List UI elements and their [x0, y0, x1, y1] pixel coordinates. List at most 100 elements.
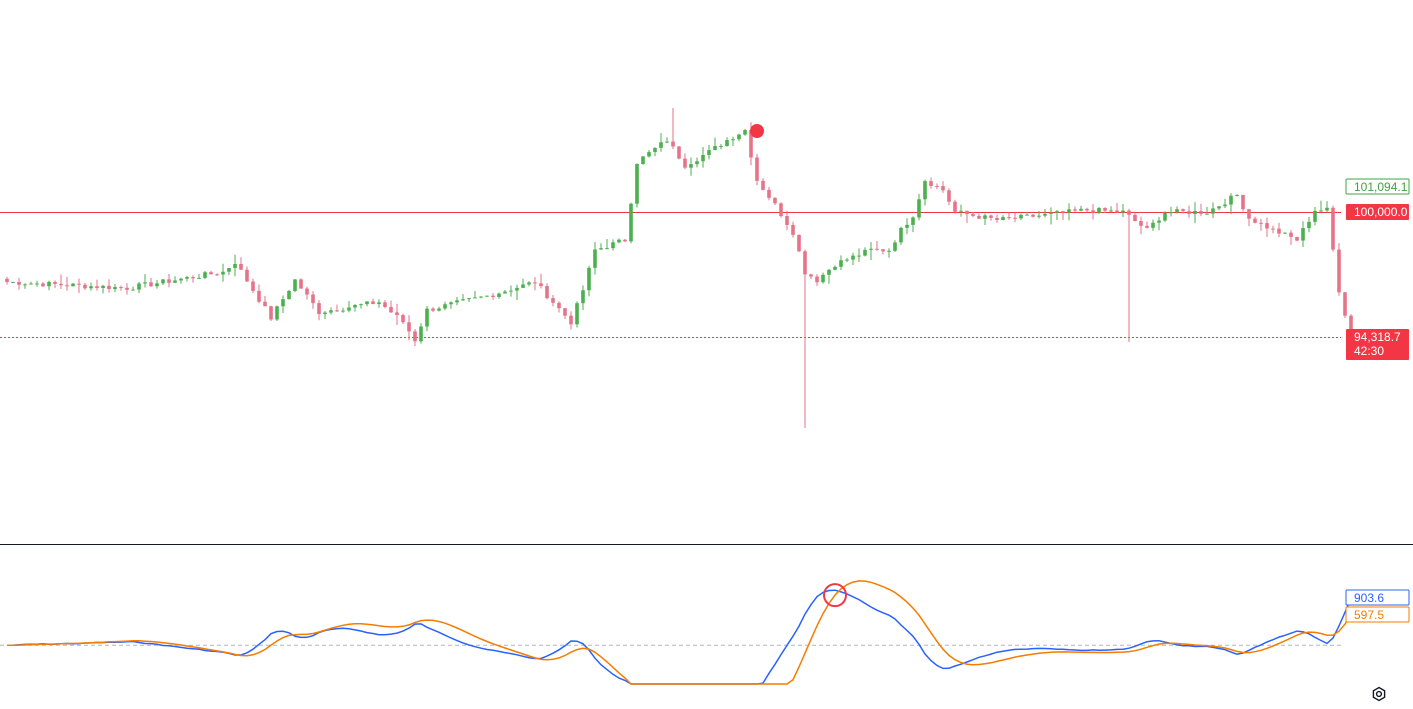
candle	[917, 193, 921, 221]
candle-body	[1289, 232, 1293, 237]
candle-body	[1121, 210, 1125, 213]
candle-body	[1253, 218, 1257, 223]
candle-body	[779, 203, 783, 217]
candle	[107, 279, 111, 293]
candle	[419, 323, 423, 344]
candle-body	[1025, 214, 1029, 216]
candle	[353, 304, 357, 312]
candle	[1157, 216, 1161, 231]
candle	[1061, 210, 1065, 220]
candle-body	[5, 278, 9, 283]
candle	[233, 254, 237, 277]
candle-body	[1013, 217, 1017, 219]
candle	[317, 300, 321, 321]
candle-body	[815, 276, 819, 283]
candle-body	[647, 152, 651, 157]
candle	[653, 147, 657, 157]
candle-body	[455, 300, 459, 303]
candle	[1025, 211, 1029, 216]
candle-body	[659, 142, 663, 148]
candle	[791, 221, 795, 238]
candle	[1271, 225, 1275, 234]
candle-body	[1223, 204, 1227, 207]
candle-body	[641, 156, 645, 164]
candle-body	[1103, 207, 1107, 211]
candle-body	[683, 158, 687, 168]
candle-body	[365, 301, 369, 305]
oscillator-pane[interactable]	[0, 580, 1352, 685]
candle	[263, 295, 267, 307]
candle-body	[125, 287, 129, 290]
candle-body	[137, 283, 141, 290]
candle	[395, 303, 399, 326]
candle-body	[341, 310, 345, 312]
candle-body	[251, 281, 255, 291]
candle	[713, 137, 717, 151]
candle	[1199, 203, 1203, 217]
candle	[887, 248, 891, 258]
candle	[1145, 221, 1149, 229]
candle-body	[503, 291, 507, 294]
candle-body	[1031, 214, 1035, 217]
candle	[1073, 206, 1077, 212]
candle	[857, 248, 861, 262]
candle	[1055, 209, 1059, 220]
candle-body	[773, 197, 777, 204]
candle-body	[161, 279, 165, 284]
candle-body	[77, 283, 81, 285]
candle-body	[1283, 232, 1287, 234]
signal-marker	[750, 124, 764, 138]
candle-body	[1187, 211, 1191, 214]
candle	[95, 279, 99, 291]
candle	[635, 163, 639, 208]
candle	[71, 282, 75, 287]
candle-body	[209, 272, 213, 275]
candle-body	[1163, 212, 1167, 221]
candle	[965, 210, 969, 223]
candle	[1031, 214, 1035, 218]
candle	[179, 277, 183, 284]
candle	[1229, 193, 1233, 215]
candle	[5, 276, 9, 285]
candle-body	[869, 248, 873, 250]
candle-body	[1073, 209, 1077, 211]
candle	[677, 145, 681, 160]
candle-body	[881, 249, 885, 252]
candle-body	[1001, 217, 1005, 221]
candle-body	[257, 290, 261, 302]
candle-body	[467, 298, 471, 300]
candle	[911, 216, 915, 233]
candle-body	[1349, 315, 1353, 338]
candle-body	[269, 306, 273, 320]
candle-body	[281, 299, 285, 307]
candle-body	[395, 312, 399, 316]
high-price-label-text: 101,094.1	[1354, 180, 1408, 194]
candle-body	[701, 155, 705, 162]
candle	[515, 284, 519, 300]
candle	[293, 278, 297, 293]
candle	[227, 267, 231, 276]
candle	[521, 278, 525, 288]
candle	[701, 146, 705, 168]
candle	[47, 280, 51, 291]
candle	[545, 283, 549, 300]
candle-body	[1169, 212, 1173, 214]
candle	[215, 273, 219, 276]
candle	[137, 282, 141, 294]
settings-gear-icon[interactable]	[1370, 685, 1388, 703]
candle-body	[179, 278, 183, 281]
candle	[1043, 209, 1047, 218]
candle-body	[335, 310, 339, 312]
candle-body	[989, 215, 993, 218]
candle	[977, 213, 981, 219]
candle-body	[131, 289, 135, 291]
candle	[1067, 203, 1071, 221]
candle-body	[239, 263, 243, 270]
price-pane[interactable]	[0, 108, 1353, 428]
candle	[161, 279, 165, 285]
candle-body	[971, 214, 975, 216]
candle-body	[833, 266, 837, 270]
candle	[329, 307, 333, 315]
